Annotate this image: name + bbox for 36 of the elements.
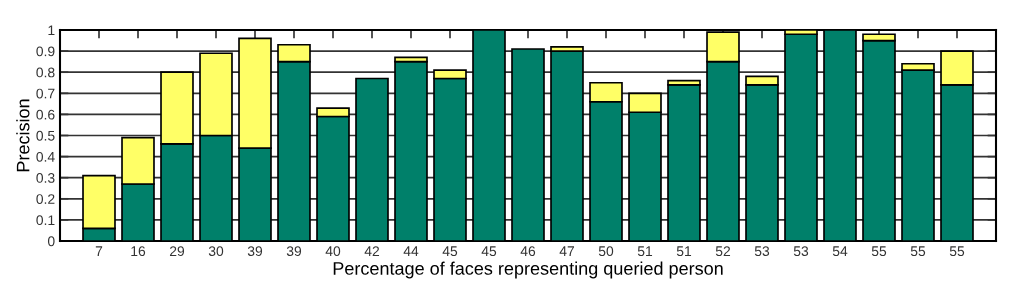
y-tick-label: 0.2 — [36, 194, 55, 204]
x-tick-label: 39 — [247, 246, 263, 257]
x-tick-label: 54 — [832, 246, 848, 257]
x-axis-title: Percentage of faces representing queried person — [333, 261, 723, 279]
x-tick-label: 29 — [169, 246, 185, 257]
x-tick-label: 7 — [95, 246, 103, 256]
y-tick-label: 0.9 — [36, 46, 55, 57]
x-tick-label: 30 — [208, 246, 224, 257]
x-tick-label: 45 — [442, 246, 458, 257]
y-tick-label: 0.7 — [36, 88, 55, 99]
x-tick-label: 55 — [871, 246, 887, 257]
y-tick-label: 0.6 — [36, 109, 55, 120]
x-tick-label: 51 — [676, 246, 692, 257]
y-tick-label: 0 — [47, 236, 55, 247]
x-tick-label: 50 — [598, 246, 614, 257]
y-tick-label: 0.1 — [36, 215, 55, 226]
x-tick-label: 52 — [715, 246, 731, 257]
x-tick-label: 16 — [131, 246, 146, 257]
x-tick-label: 39 — [286, 246, 302, 257]
x-tick-label: 45 — [481, 246, 497, 257]
y-axis-title: Precision — [16, 99, 30, 172]
x-tick-label: 51 — [637, 246, 653, 257]
y-tick-label: 0.5 — [36, 130, 55, 141]
y-tick-label: 0.3 — [36, 173, 55, 183]
x-tick-label: 42 — [364, 246, 380, 256]
y-tick-label: 0.4 — [36, 151, 55, 162]
x-tick-label: 40 — [325, 246, 341, 257]
x-tick-label: 44 — [403, 246, 419, 256]
x-tick-label: 53 — [754, 246, 770, 257]
x-tick-label: 46 — [520, 246, 536, 257]
x-tick-label: 55 — [910, 246, 926, 257]
y-tick-label: 0.8 — [36, 67, 55, 78]
x-tick-label: 55 — [949, 246, 965, 257]
y-tick-label: 1 — [48, 25, 55, 36]
x-tick-label: 53 — [793, 246, 809, 257]
x-tick-label: 47 — [559, 246, 575, 256]
